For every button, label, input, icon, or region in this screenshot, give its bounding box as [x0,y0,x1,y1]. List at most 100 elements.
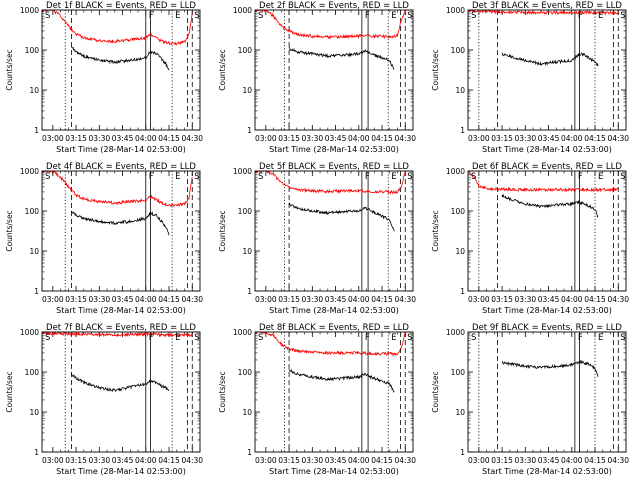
marker-label: S [471,11,476,21]
lld-series-line [255,171,406,195]
x-tick-label: 04:15 [158,456,180,465]
events-series-line [288,202,395,232]
marker-label: F [365,172,370,182]
events-series-line [288,368,395,393]
y-tick-label: 10 [29,86,39,95]
panel-data [255,332,406,452]
plot-frame [254,9,414,131]
marker-label: E [391,11,396,21]
y-tick-label: 100 [25,368,40,377]
events-series-line [501,193,599,218]
y-tick-label: 1 [34,448,39,457]
x-tick-label: 03:00 [42,134,64,143]
marker-label: E [598,11,603,21]
panel-title: Det 2f BLACK = Events, RED = LLD [259,1,409,11]
x-tick-label: 03:30 [302,456,324,465]
marker-label: S [258,172,263,182]
x-tick-label: 04:30 [181,295,203,304]
y-axis-label: Counts/sec [431,371,440,412]
lld-series-line [42,332,193,338]
x-tick-label: 03:30 [515,456,537,465]
x-tick-label: 03:30 [89,456,111,465]
x-tick-label: 04:30 [394,456,416,465]
marker-label: S [45,172,50,182]
x-tick-label: 04:30 [607,134,629,143]
y-axis-label: Counts/sec [431,210,440,251]
plot-frame [41,9,201,131]
y-tick-label: 100 [25,207,40,216]
y-tick-label: 1 [34,126,39,135]
x-tick-label: 03:15 [65,134,87,143]
marker-label: S [620,333,625,343]
y-tick-label: 1000 [233,6,252,15]
y-tick-label: 100 [238,46,253,55]
x-axis-label: Start Time (28-Mar-14 02:53:00) [56,145,186,154]
x-tick-label: 04:30 [181,134,203,143]
x-tick-label: 03:30 [515,295,537,304]
x-tick-label: 04:30 [181,456,203,465]
x-tick-label: 03:45 [112,134,134,143]
marker-label: S [194,172,199,182]
events-series-line [501,359,599,377]
panel-title: Det 5f BLACK = Events, RED = LLD [259,162,409,172]
x-tick-label: 03:15 [65,295,87,304]
y-axis-label: Counts/sec [5,210,14,251]
x-tick-label: 04:15 [371,456,393,465]
y-tick-label: 10 [455,247,465,256]
marker-label: S [194,333,199,343]
panel-2: Det 2f BLACK = Events, RED = LLD Counts/s… [218,1,416,154]
marker-label: S [45,333,50,343]
marker-label: F [149,333,154,343]
y-tick-label: 100 [238,207,253,216]
x-tick-label: 03:45 [112,295,134,304]
y-axis-label: Counts/sec [218,210,227,251]
lld-series-line [42,10,193,46]
panel-title: Det 8f BLACK = Events, RED = LLD [259,323,409,333]
y-axis-label: Counts/sec [431,49,440,90]
plot-frame [41,331,201,453]
marker-label: E [598,172,603,182]
y-tick-label: 1000 [20,328,39,337]
y-tick-label: 10 [242,86,252,95]
x-tick-label: 03:00 [255,295,277,304]
y-tick-label: 1000 [20,6,39,15]
panel-data [255,10,406,130]
x-tick-label: 03:30 [515,134,537,143]
marker-label: F [578,11,583,21]
plot-frame [467,170,627,292]
x-tick-label: 03:15 [491,456,513,465]
panel-data [42,10,193,130]
panel-data [42,332,193,452]
marker-label: F [365,333,370,343]
x-tick-label: 03:30 [89,295,111,304]
x-axis-label: Start Time (28-Mar-14 02:53:00) [482,306,612,315]
y-tick-label: 10 [455,86,465,95]
x-tick-label: 03:30 [302,134,324,143]
y-tick-label: 100 [238,368,253,377]
y-tick-label: 1 [460,287,465,296]
x-tick-label: 04:00 [135,456,157,465]
x-tick-label: 04:15 [158,295,180,304]
x-tick-label: 04:15 [158,134,180,143]
x-tick-label: 03:15 [491,295,513,304]
marker-label: S [45,11,50,21]
marker-label: S [407,172,412,182]
y-tick-label: 10 [242,247,252,256]
panel-data [468,10,619,130]
y-axis-label: Counts/sec [5,371,14,412]
marker-label: E [391,172,396,182]
events-series-line [288,46,395,70]
y-axis-label: Counts/sec [5,49,14,90]
marker-label: F [149,11,154,21]
x-tick-label: 03:15 [278,456,300,465]
marker-label: F [578,333,583,343]
x-tick-label: 03:45 [538,456,560,465]
x-tick-label: 03:15 [491,134,513,143]
x-tick-label: 04:15 [371,295,393,304]
x-tick-label: 03:00 [468,456,490,465]
x-tick-label: 04:00 [135,295,157,304]
x-axis-label: Start Time (28-Mar-14 02:53:00) [482,467,612,476]
y-axis-label: Counts/sec [218,49,227,90]
events-series-line [71,46,170,71]
